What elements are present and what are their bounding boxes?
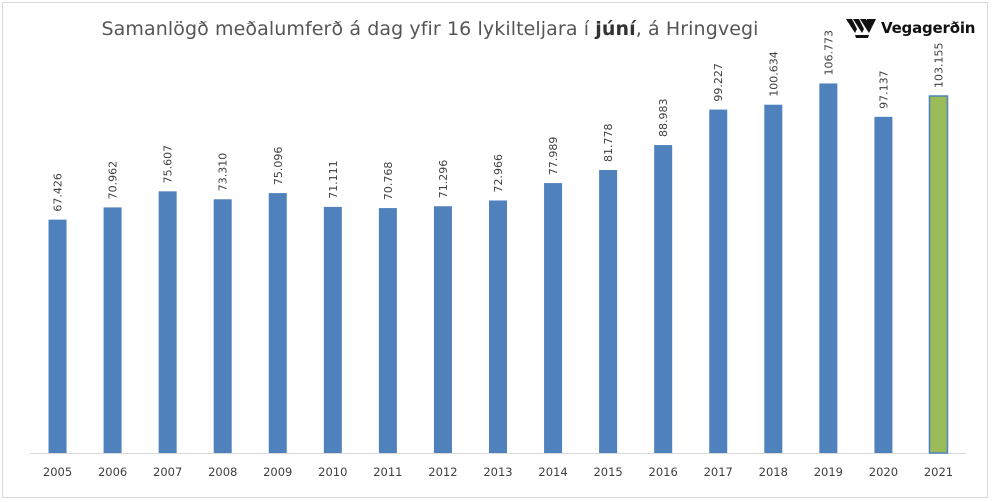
tick-label-2018: 2018 — [759, 465, 788, 479]
title-text-start: Samanlögð meðalumferð á dag yfir 16 lyki… — [101, 18, 596, 40]
vegagerdin-logo-icon — [846, 19, 876, 38]
value-label-2019: 106.773 — [822, 30, 835, 76]
bar-2020 — [874, 116, 893, 454]
tick-label-2008: 2008 — [208, 465, 237, 479]
bar-2006 — [103, 207, 122, 453]
value-label-2013: 72.966 — [492, 154, 505, 193]
value-label-2011: 70.768 — [382, 162, 395, 201]
bar-2009 — [268, 193, 287, 453]
value-label-2014: 77.989 — [547, 137, 560, 176]
value-label-2009: 75.096 — [272, 147, 285, 186]
value-label-2016: 88.983 — [657, 99, 670, 138]
bar-2019 — [819, 83, 838, 454]
value-label-2012: 71.296 — [437, 160, 450, 199]
bar-2012 — [433, 206, 452, 453]
title-text-end: , á Hringvegi — [635, 18, 759, 40]
tick-label-2009: 2009 — [263, 465, 292, 479]
tick-label-2016: 2016 — [649, 465, 678, 479]
value-labels-group: 67.426 70.962 75.607 73.310 75.096 71.111 70.7… — [52, 30, 946, 212]
logo-text: Vegagerðin — [881, 19, 976, 37]
tick-label-2012: 2012 — [428, 465, 457, 479]
bar-2015 — [599, 169, 618, 454]
tick-label-2005: 2005 — [43, 465, 72, 479]
tick-label-2015: 2015 — [593, 465, 622, 479]
value-label-2015: 81.778 — [602, 123, 615, 162]
value-label-2018: 100.634 — [767, 51, 780, 97]
value-label-2017: 99.227 — [712, 63, 725, 102]
bar-2014 — [544, 183, 563, 453]
bar-2016 — [654, 145, 673, 453]
value-label-2007: 75.607 — [162, 145, 175, 184]
bar-2008 — [213, 199, 232, 453]
bar-2011 — [378, 208, 397, 453]
value-label-2006: 70.962 — [107, 161, 120, 199]
value-label-2021: 103.155 — [932, 42, 945, 88]
tick-label-2014: 2014 — [538, 465, 567, 479]
tick-label-2006: 2006 — [98, 465, 127, 479]
title-month: júní — [595, 18, 636, 40]
bar-2007 — [158, 191, 177, 453]
bar-2021 — [928, 95, 949, 454]
bar-2013 — [489, 200, 507, 453]
tick-label-2011: 2011 — [373, 465, 402, 479]
tick-label-2013: 2013 — [483, 465, 512, 479]
chart-title: Samanlögð meðalumferð á dag yfir 16 lyki… — [0, 18, 860, 40]
tick-labels-group: 2005 2006 2007 2008 2009 2010 2011 2012 2013 2014… — [43, 465, 953, 479]
value-label-2010: 71.111 — [327, 160, 340, 199]
bar-2005 — [48, 219, 67, 453]
bar-2018 — [764, 104, 783, 454]
bars-group — [48, 83, 949, 454]
tick-label-2021: 2021 — [924, 465, 953, 479]
tick-label-2019: 2019 — [814, 465, 843, 479]
value-label-2020: 97.137 — [877, 70, 890, 109]
bar-2017 — [709, 109, 728, 454]
vegagerdin-logo: Vegagerðin — [846, 14, 975, 42]
tick-label-2007: 2007 — [153, 465, 182, 479]
tick-label-2020: 2020 — [869, 465, 898, 479]
tick-label-2017: 2017 — [704, 465, 733, 479]
value-label-2005: 67.426 — [52, 173, 65, 212]
value-label-2008: 73.310 — [217, 153, 230, 191]
bar-2010 — [323, 206, 342, 453]
tick-label-2010: 2010 — [318, 465, 347, 479]
